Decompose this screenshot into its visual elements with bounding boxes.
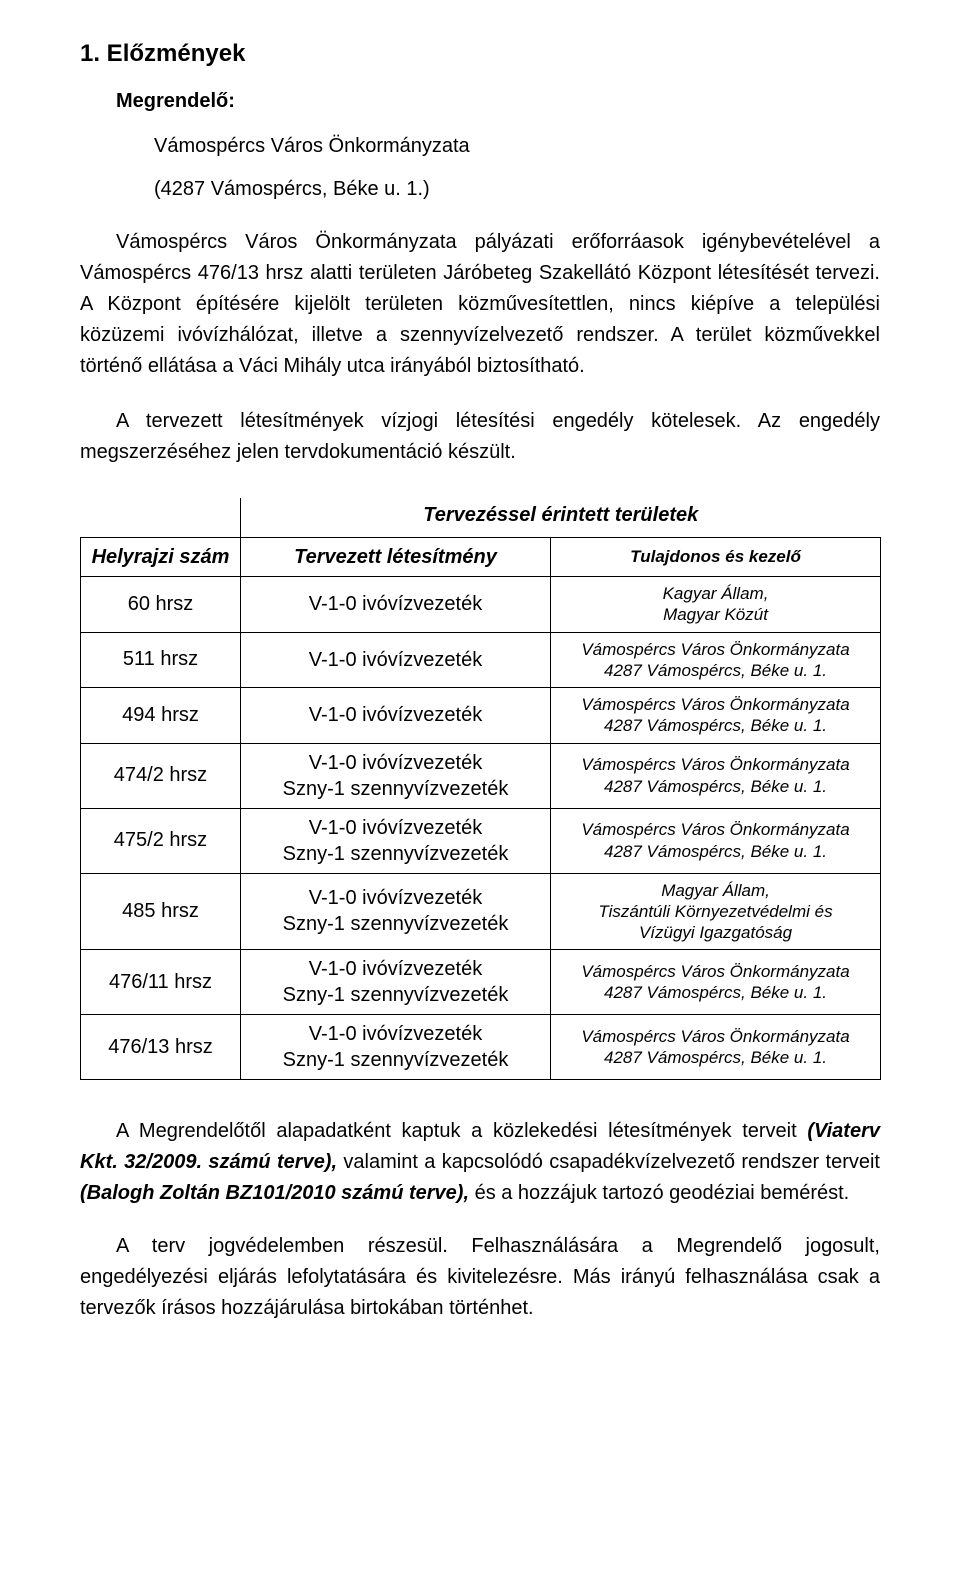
table-cell-facility: V-1-0 ivóvízvezeték	[241, 688, 551, 744]
body-paragraph-2: A tervezett létesítmények vízjogi létesí…	[80, 406, 880, 468]
footer-p1-pre: A Megrendelőtől alapadatként kaptuk a kö…	[116, 1120, 807, 1142]
table-title-row: Tervezéssel érintett területek	[81, 498, 881, 538]
section-heading: 1. Előzmények	[80, 40, 880, 68]
table-cell-owner: Vámospércs Város Önkormányzata4287 Vámos…	[551, 808, 881, 873]
table-row: 494 hrszV-1-0 ivóvízvezetékVámospércs Vá…	[81, 688, 881, 744]
table-cell-hrsz: 485 hrsz	[81, 873, 241, 950]
table-cell-hrsz: 494 hrsz	[81, 688, 241, 744]
document-page: 1. Előzmények Megrendelő: Vámospércs Vár…	[0, 0, 960, 1406]
table-title: Tervezéssel érintett területek	[241, 498, 881, 538]
table-cell-owner: Magyar Állam,Tiszántúli Környezetvédelmi…	[551, 873, 881, 950]
table-header-row: Helyrajzi szám Tervezett létesítmény Tul…	[81, 538, 881, 577]
footer-paragraph-1: A Megrendelőtől alapadatként kaptuk a kö…	[80, 1116, 880, 1209]
table-cell-owner: Vámospércs Város Önkormányzata4287 Vámos…	[551, 743, 881, 808]
table-cell-hrsz: 474/2 hrsz	[81, 743, 241, 808]
table-cell-hrsz: 60 hrsz	[81, 577, 241, 633]
table-cell-owner: Vámospércs Város Önkormányzata4287 Vámos…	[551, 688, 881, 744]
footer-p1-ref2: (Balogh Zoltán BZ101/2010 számú terve),	[80, 1182, 469, 1204]
body-paragraph-1-text: Vámospércs Város Önkormányzata pályázati…	[80, 231, 880, 377]
table-cell-facility: V-1-0 ivóvízvezetékSzny-1 szennyvízvezet…	[241, 950, 551, 1015]
table-cell-owner: Vámospércs Város Önkormányzata4287 Vámos…	[551, 632, 881, 688]
footer-p2-text: A terv jogvédelemben részesül. Felhaszná…	[80, 1235, 880, 1319]
client-address: (4287 Vámospércs, Béke u. 1.)	[154, 178, 880, 201]
table-cell-facility: V-1-0 ivóvízvezeték	[241, 577, 551, 633]
table-cell-hrsz: 476/13 hrsz	[81, 1015, 241, 1080]
table-row: 60 hrszV-1-0 ivóvízvezetékKagyar Állam,M…	[81, 577, 881, 633]
footer-p1-end: és a hozzájuk tartozó geodéziai bemérést…	[469, 1182, 849, 1204]
body-paragraph-2-text: A tervezett létesítmények vízjogi létesí…	[80, 410, 880, 463]
table-row: 475/2 hrszV-1-0 ivóvízvezetékSzny-1 szen…	[81, 808, 881, 873]
footer-paragraph-2: A terv jogvédelemben részesül. Felhaszná…	[80, 1231, 880, 1324]
table-row: 474/2 hrszV-1-0 ivóvízvezetékSzny-1 szen…	[81, 743, 881, 808]
table-row: 485 hrszV-1-0 ivóvízvezetékSzny-1 szenny…	[81, 873, 881, 950]
footer-p1-mid: valamint a kapcsolódó csapadékvízelvezet…	[337, 1151, 880, 1173]
table-cell-facility: V-1-0 ivóvízvezetékSzny-1 szennyvízvezet…	[241, 743, 551, 808]
table-header-col0: Helyrajzi szám	[81, 538, 241, 577]
table-cell-facility: V-1-0 ivóvízvezetékSzny-1 szennyvízvezet…	[241, 873, 551, 950]
table-cell-hrsz: 476/11 hrsz	[81, 950, 241, 1015]
table-cell-hrsz: 511 hrsz	[81, 632, 241, 688]
table-cell-facility: V-1-0 ivóvízvezetékSzny-1 szennyvízvezet…	[241, 808, 551, 873]
table-row: 511 hrszV-1-0 ivóvízvezetékVámospércs Vá…	[81, 632, 881, 688]
table-header-col1: Tervezett létesítmény	[241, 538, 551, 577]
table-header-col2: Tulajdonos és kezelő	[551, 538, 881, 577]
client-name: Vámospércs Város Önkormányzata	[154, 135, 880, 158]
table-cell-owner: Kagyar Állam,Magyar Közút	[551, 577, 881, 633]
table-cell-owner: Vámospércs Város Önkormányzata4287 Vámos…	[551, 1015, 881, 1080]
table-empty-cell	[81, 498, 241, 538]
subheading: Megrendelő:	[116, 90, 880, 113]
areas-table: Tervezéssel érintett területek Helyrajzi…	[80, 498, 881, 1080]
table-cell-facility: V-1-0 ivóvízvezetékSzny-1 szennyvízvezet…	[241, 1015, 551, 1080]
table-cell-hrsz: 475/2 hrsz	[81, 808, 241, 873]
table-cell-owner: Vámospércs Város Önkormányzata4287 Vámos…	[551, 950, 881, 1015]
table-cell-facility: V-1-0 ivóvízvezeték	[241, 632, 551, 688]
body-paragraph-1: Vámospércs Város Önkormányzata pályázati…	[80, 227, 880, 382]
table-row: 476/11 hrszV-1-0 ivóvízvezetékSzny-1 sze…	[81, 950, 881, 1015]
table-row: 476/13 hrszV-1-0 ivóvízvezetékSzny-1 sze…	[81, 1015, 881, 1080]
